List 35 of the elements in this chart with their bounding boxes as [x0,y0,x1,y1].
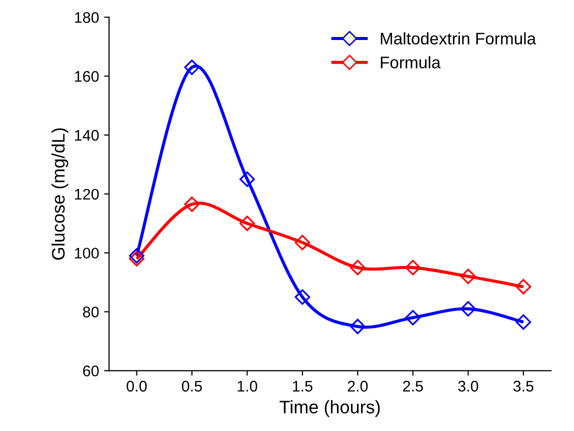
x-tick-label: 1.0 [238,380,258,392]
point [128,251,144,266]
y-tick-label: 100 [75,248,99,259]
y-tick-label: 140 [75,130,99,141]
point [184,60,200,76]
y-tick-label: 80 [83,306,99,318]
point [460,268,476,284]
x-tick-label: 0.5 [182,380,202,392]
point [516,314,532,330]
point [128,248,144,264]
point [350,318,366,334]
legend-label: Formula [380,56,441,68]
point [405,310,421,326]
point [405,260,421,276]
x-tick-label: 2.0 [348,380,368,392]
point [239,172,255,187]
x-tick-label: 0.0 [126,380,147,392]
y-tick-label: 180 [75,12,99,23]
point [516,279,532,294]
y-tick-label: 120 [75,188,99,200]
x-tick-label: 1.5 [292,380,312,392]
point [460,301,476,317]
point [184,196,200,212]
y-tick-label: 60 [83,366,99,376]
x-tick-label: 3.5 [513,380,534,392]
y-tick-label: 160 [75,71,99,82]
legend-label: Maltodextrin Formula [380,32,536,44]
point [294,234,310,250]
x-axis-title: Time (hours) [280,400,380,417]
point [294,289,310,305]
x-tick-label: 3.0 [458,380,478,392]
point [350,260,366,276]
y-axis-title: Glucose (mg/dL) [51,128,68,260]
x-tick-label: 2.5 [403,380,423,392]
point [239,216,255,232]
